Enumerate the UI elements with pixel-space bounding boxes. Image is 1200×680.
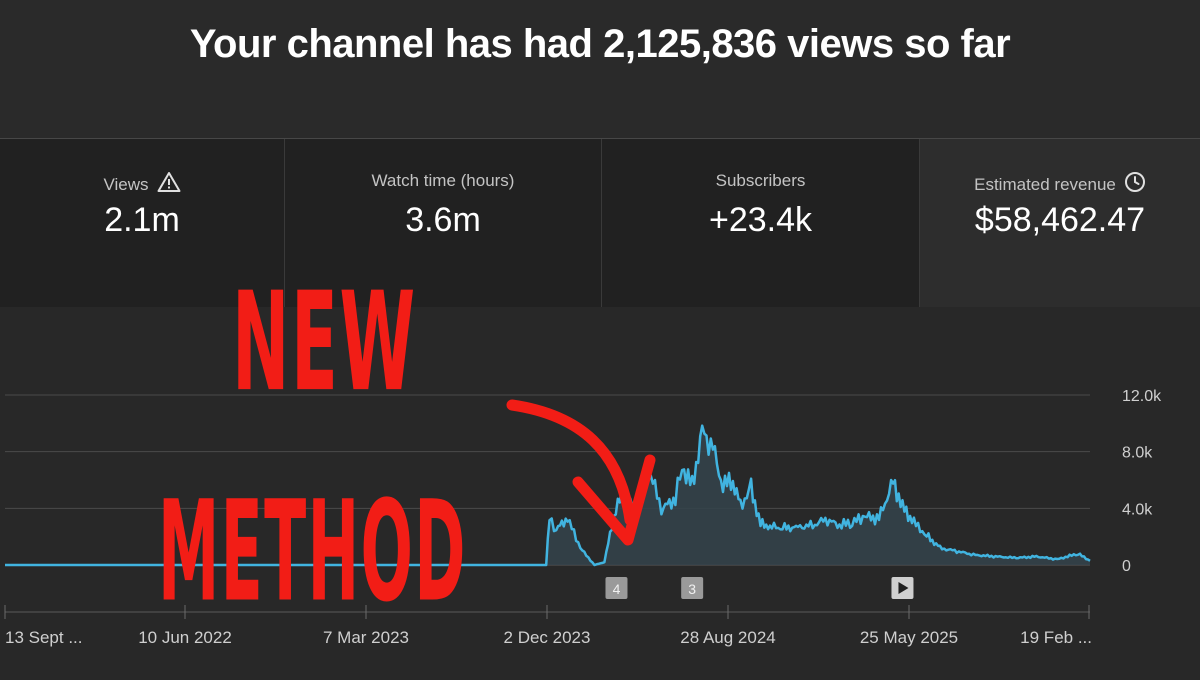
x-tick-label: 10 Jun 2022	[138, 628, 232, 647]
x-tick-label: 28 Aug 2024	[680, 628, 775, 647]
y-tick-label: 4.0k	[1122, 501, 1153, 518]
chart-marker[interactable]: 4	[605, 577, 628, 599]
y-tick-label: 12.0k	[1122, 388, 1162, 405]
metric-views[interactable]: Views 2.1m	[0, 139, 285, 307]
x-tick-label: 13 Sept ...	[5, 628, 83, 647]
chart-marker[interactable]	[891, 577, 914, 599]
marker-label: 4	[613, 581, 621, 597]
marker-box	[605, 577, 628, 599]
marker-label: 3	[688, 581, 696, 597]
x-tick-label: 7 Mar 2023	[323, 628, 409, 647]
metric-watch-time[interactable]: Watch time (hours) 3.6m	[285, 139, 602, 307]
series-area	[546, 425, 1090, 565]
metric-value: +23.4k	[708, 201, 813, 239]
views-chart[interactable]: 12.0k 8.0k 4.0k 0 13 Sept ... 10 Jun 2022 7 Ma…	[0, 307, 1200, 675]
warning-icon[interactable]	[157, 171, 181, 198]
x-tick-label: 2 Dec 2023	[504, 628, 591, 647]
metric-label: Watch time (hours)	[371, 171, 515, 190]
chart-marker[interactable]: 3	[681, 577, 704, 599]
metric-value: 3.6m	[405, 201, 481, 239]
x-tick-label: 19 Feb ...	[1020, 628, 1092, 647]
clock-icon[interactable]	[1124, 171, 1146, 198]
metric-revenue[interactable]: Estimated revenue $58,462.47	[920, 139, 1200, 307]
metric-value: 2.1m	[104, 201, 180, 239]
x-tick-label: 25 May 2025	[860, 628, 958, 647]
metrics-row: Views 2.1m Watch time (hours) 3.6m Subsc…	[0, 139, 1200, 307]
y-tick-label: 0	[1122, 558, 1131, 575]
metric-label: Subscribers	[715, 171, 806, 190]
overlay-text-new: NEW	[232, 262, 417, 422]
overlay-text-method: METHOD	[158, 470, 467, 633]
headline-text: Your channel has had 2,125,836 views so …	[189, 22, 1011, 66]
metric-label: Estimated revenue	[974, 175, 1116, 194]
series-line	[5, 424, 1091, 567]
metric-value: $58,462.47	[974, 201, 1146, 239]
y-tick-label: 8.0k	[1122, 445, 1153, 462]
headline-banner: Your channel has had 2,125,836 views so …	[0, 0, 1200, 139]
marker-box	[681, 577, 704, 599]
play-icon	[898, 582, 909, 594]
metric-label: Views	[103, 175, 149, 194]
metric-subscribers[interactable]: Subscribers +23.4k	[602, 139, 920, 307]
